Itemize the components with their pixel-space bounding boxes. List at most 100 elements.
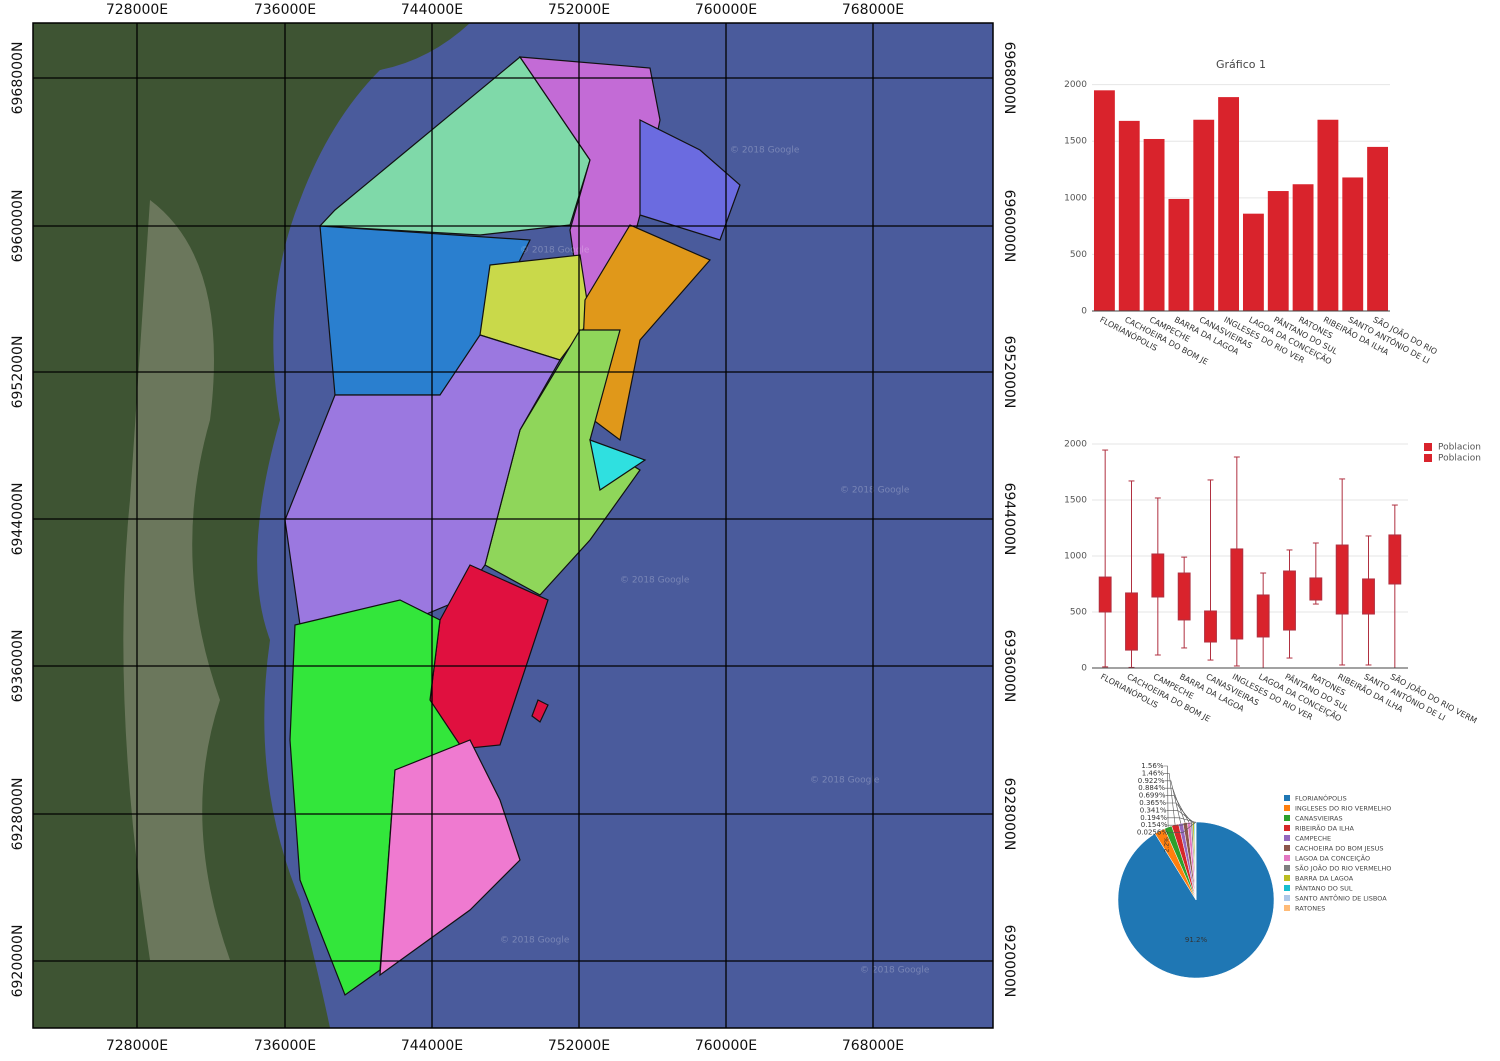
legend-label: LAGOA DA CONCEIÇÃO bbox=[1295, 854, 1370, 863]
legend-label: RATONES bbox=[1295, 905, 1325, 913]
box bbox=[1177, 572, 1191, 621]
legend-swatch bbox=[1284, 835, 1290, 841]
legend-swatch bbox=[1284, 905, 1290, 911]
legend-label: CACHOEIRA DO BOM JESUS bbox=[1295, 845, 1384, 853]
y-tick-label: 2000 bbox=[1064, 80, 1087, 90]
leader-line bbox=[1164, 773, 1176, 825]
y-coordinate-label: 6928000N bbox=[1001, 778, 1017, 851]
y-tick-label: 0 bbox=[1081, 307, 1087, 317]
slice-label: 0.341% bbox=[1140, 806, 1167, 814]
legend-swatch bbox=[1424, 454, 1432, 462]
box bbox=[1125, 592, 1138, 651]
bar bbox=[1118, 120, 1140, 311]
legend-swatch bbox=[1284, 885, 1290, 891]
bar bbox=[1317, 119, 1339, 312]
bar bbox=[1193, 119, 1215, 312]
y-coordinate-label: 6960000N bbox=[10, 190, 26, 263]
bar bbox=[1242, 213, 1264, 311]
y-tick-label: 2000 bbox=[1064, 440, 1087, 450]
y-coordinate-label: 6936000N bbox=[10, 630, 26, 703]
y-coordinate-label: 6952000N bbox=[1001, 336, 1017, 409]
pie-slice bbox=[1117, 821, 1275, 979]
slice-label: 91.2% bbox=[1185, 936, 1208, 944]
y-tick-label: 1500 bbox=[1064, 137, 1087, 147]
box bbox=[1151, 553, 1165, 598]
box bbox=[1335, 544, 1349, 615]
slice-label: 0.922% bbox=[1138, 777, 1165, 785]
district bbox=[284, 334, 561, 626]
legend-label: SANTO ANTÔNIO DE LISBOA bbox=[1295, 894, 1387, 903]
box bbox=[1362, 578, 1375, 615]
slice-label: 0.365% bbox=[1139, 799, 1166, 807]
watermark: © 2018 Google bbox=[620, 576, 690, 586]
slice-label: 1.56% bbox=[1141, 762, 1164, 770]
y-coordinate-label: 6944000N bbox=[1001, 483, 1017, 556]
watermark: © 2018 Google bbox=[500, 936, 570, 946]
slice-label: 0.154% bbox=[1141, 821, 1168, 829]
legend-swatch bbox=[1284, 805, 1290, 811]
x-coordinate-label: 752000E bbox=[548, 1038, 610, 1054]
islet bbox=[531, 699, 549, 723]
x-coordinate-label: 752000E bbox=[548, 2, 610, 18]
leader-line bbox=[1163, 765, 1169, 828]
bar bbox=[1218, 97, 1240, 311]
slice-label: 0.699% bbox=[1139, 792, 1166, 800]
legend-label: CANASVIEIRAS bbox=[1295, 815, 1343, 823]
y-coordinate-label: 6952000N bbox=[10, 336, 26, 409]
slice-label: 0.884% bbox=[1138, 784, 1165, 792]
y-coordinate-label: 6960000N bbox=[1001, 190, 1017, 263]
box bbox=[1230, 548, 1244, 640]
bar bbox=[1267, 191, 1289, 311]
legend-label: PÂNTANO DO SUL bbox=[1295, 884, 1353, 893]
district bbox=[579, 224, 711, 442]
slice-label: 0.194% bbox=[1140, 814, 1167, 822]
leader-line bbox=[1165, 795, 1190, 823]
y-coordinate-label: 6920000N bbox=[1001, 925, 1017, 998]
y-coordinate-label: 6968000N bbox=[10, 42, 26, 115]
leader-line bbox=[1166, 810, 1194, 823]
legend-swatch bbox=[1284, 855, 1290, 861]
slice-label: 1.46% bbox=[1142, 769, 1165, 777]
y-tick-label: 1000 bbox=[1064, 552, 1087, 562]
legend-label: RIBEIRÃO DA ILHA bbox=[1295, 824, 1355, 833]
leader-line bbox=[1164, 780, 1182, 824]
legend-swatch bbox=[1424, 443, 1432, 451]
box bbox=[1098, 576, 1112, 613]
leader-line bbox=[1166, 802, 1192, 823]
y-coordinate-label: 6936000N bbox=[1001, 630, 1017, 703]
urban-area bbox=[123, 200, 230, 960]
slice-label: 2.2% bbox=[1163, 837, 1170, 853]
y-coordinate-label: 6944000N bbox=[10, 483, 26, 556]
legend-label: Poblacion bbox=[1438, 454, 1481, 464]
y-tick-label: 500 bbox=[1070, 250, 1087, 260]
bar bbox=[1367, 146, 1389, 311]
legend-swatch bbox=[1284, 865, 1290, 871]
watermark: © 2018 Google bbox=[840, 486, 910, 496]
district bbox=[379, 739, 521, 977]
legend-label: CAMPECHE bbox=[1295, 835, 1331, 843]
y-tick-label: 0 bbox=[1081, 664, 1087, 674]
map: © 2018 Google © 2018 Google © 2018 Google ©… bbox=[32, 22, 994, 1029]
y-tick-label: 1000 bbox=[1064, 193, 1087, 203]
leader-line bbox=[1167, 821, 1196, 826]
legend-swatch bbox=[1284, 795, 1290, 801]
legend-swatch bbox=[1284, 845, 1290, 851]
bar bbox=[1168, 198, 1190, 311]
x-coordinate-label: 760000E bbox=[695, 2, 757, 18]
bar bbox=[1093, 90, 1115, 311]
legend-swatch bbox=[1284, 875, 1290, 881]
bar bbox=[1143, 138, 1165, 311]
bar bbox=[1292, 184, 1314, 311]
x-coordinate-label: 736000E bbox=[254, 2, 316, 18]
legend-label: FLORIANÓPOLIS bbox=[1295, 794, 1347, 803]
district bbox=[589, 439, 647, 491]
legend-label: INGLESES DO RIO VERMELHO bbox=[1295, 805, 1391, 813]
x-coordinate-label: 744000E bbox=[401, 1038, 463, 1054]
y-coordinate-label: 6968000N bbox=[1001, 42, 1017, 115]
box bbox=[1256, 594, 1270, 638]
y-coordinate-label: 6928000N bbox=[10, 778, 26, 851]
chart-title: Gráfico 1 bbox=[1216, 58, 1266, 71]
box bbox=[1283, 570, 1296, 631]
legend-swatch bbox=[1284, 825, 1290, 831]
